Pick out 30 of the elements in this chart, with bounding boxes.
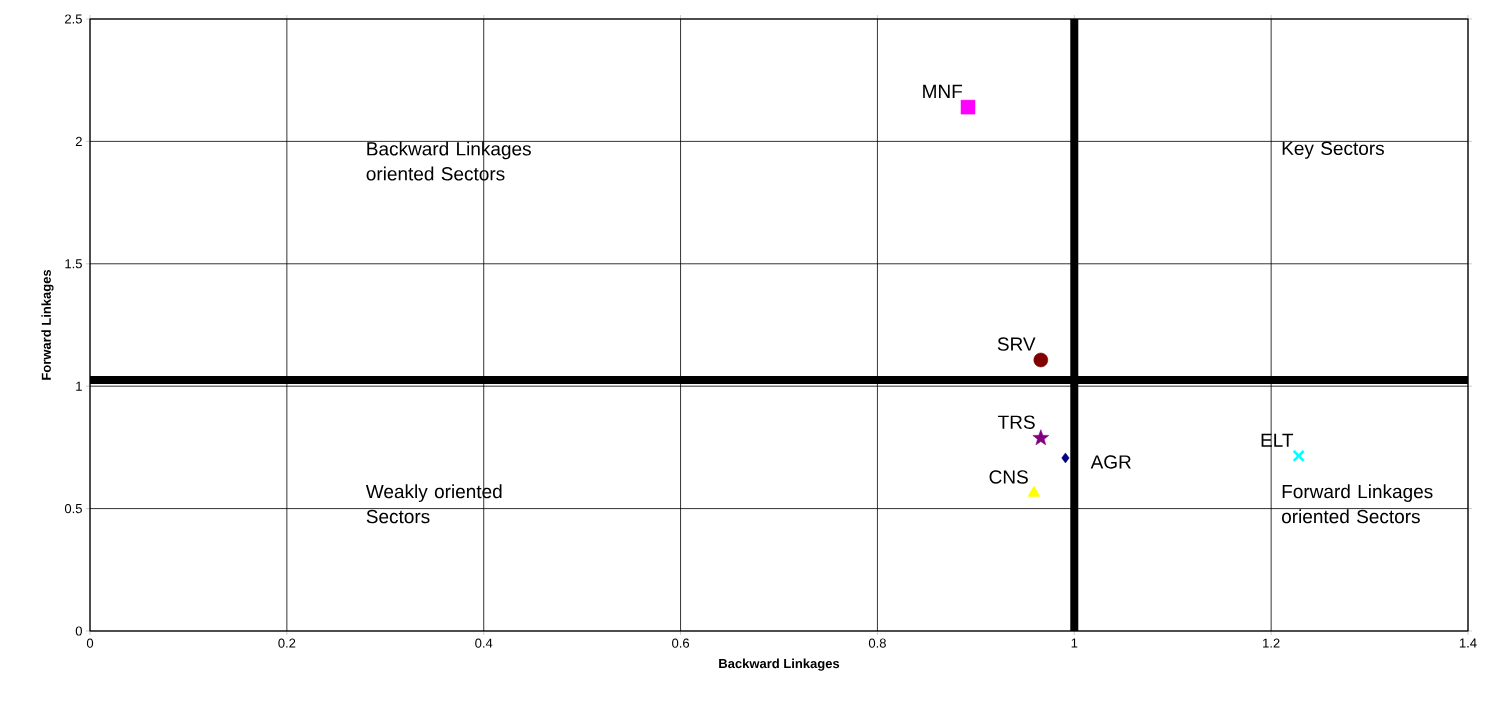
x-tick-label: 1.4 xyxy=(1459,638,1477,648)
x-axis-title: Backward Linkages xyxy=(719,658,840,671)
point xyxy=(1033,352,1049,368)
y-tick-label: 1.5 xyxy=(65,259,82,269)
y-tick-label: 0.5 xyxy=(64,503,82,514)
series-label: TRS xyxy=(998,415,1035,429)
x-tick-label: 0.4 xyxy=(475,638,493,648)
y-tick-label: 1 xyxy=(76,381,82,391)
x-tick-label: 1.2 xyxy=(1263,638,1280,648)
y-tick-label: 2 xyxy=(75,136,82,146)
x-tick-label: 0 xyxy=(86,638,94,648)
x-tick-label: 1 xyxy=(1071,638,1078,648)
point xyxy=(1061,452,1070,464)
y-axis-title: Forward Linkages xyxy=(41,269,54,380)
series-label: MNF xyxy=(923,84,963,98)
y-tick-label: 0 xyxy=(75,626,82,636)
x-tick-label: 0.6 xyxy=(672,638,690,648)
series-label: SRV xyxy=(997,337,1036,351)
series-label: AGR xyxy=(1090,455,1131,469)
series-label: ELT xyxy=(1261,433,1294,447)
y-tick-label: 2.5 xyxy=(65,14,82,24)
series-label: CNS xyxy=(989,470,1028,484)
x-tick-label: 0.8 xyxy=(868,638,886,648)
point xyxy=(1027,485,1041,497)
x-tick-label: 0.2 xyxy=(278,638,296,648)
point xyxy=(1292,449,1305,463)
annotation: Key Sectors xyxy=(1282,141,1384,159)
annotation: Forward Linkages oriented Sectors xyxy=(1281,484,1433,524)
point xyxy=(960,99,976,115)
point xyxy=(1032,429,1050,446)
